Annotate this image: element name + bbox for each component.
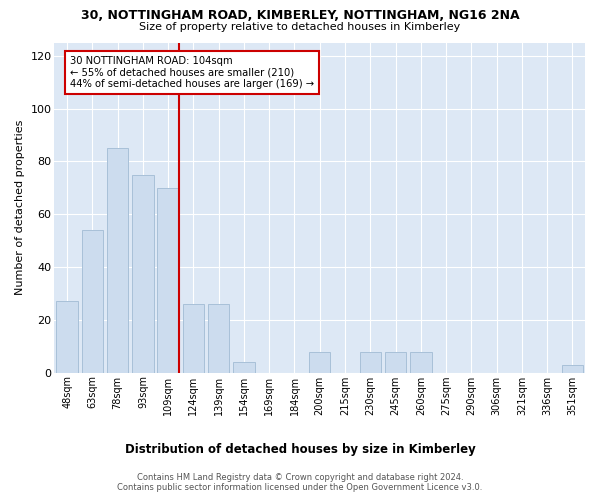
Bar [132, 174, 154, 372]
Bar [562, 365, 583, 372]
Text: Size of property relative to detached houses in Kimberley: Size of property relative to detached ho… [139, 22, 461, 32]
Bar [107, 148, 128, 372]
Bar [359, 352, 381, 372]
Bar [309, 352, 331, 372]
Bar [208, 304, 229, 372]
Y-axis label: Number of detached properties: Number of detached properties [15, 120, 25, 296]
Bar [157, 188, 179, 372]
Bar [385, 352, 406, 372]
Text: 30, NOTTINGHAM ROAD, KIMBERLEY, NOTTINGHAM, NG16 2NA: 30, NOTTINGHAM ROAD, KIMBERLEY, NOTTINGH… [80, 9, 520, 22]
Text: Distribution of detached houses by size in Kimberley: Distribution of detached houses by size … [125, 442, 475, 456]
Bar [410, 352, 431, 372]
Text: 30 NOTTINGHAM ROAD: 104sqm
← 55% of detached houses are smaller (210)
44% of sem: 30 NOTTINGHAM ROAD: 104sqm ← 55% of deta… [70, 56, 314, 89]
Bar [182, 304, 204, 372]
Text: Contains HM Land Registry data © Crown copyright and database right 2024.: Contains HM Land Registry data © Crown c… [137, 472, 463, 482]
Bar [233, 362, 254, 372]
Bar [82, 230, 103, 372]
Text: Contains public sector information licensed under the Open Government Licence v3: Contains public sector information licen… [118, 484, 482, 492]
Bar [56, 302, 78, 372]
